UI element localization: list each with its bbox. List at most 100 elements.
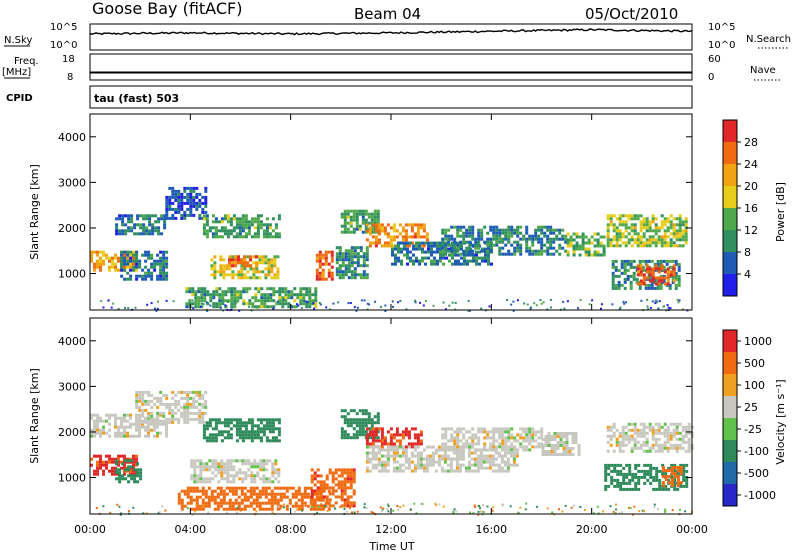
heatmap-cell bbox=[654, 226, 658, 230]
colorbar-tick-label: 16 bbox=[744, 202, 758, 215]
colorbar-tick-label: -25 bbox=[744, 423, 762, 436]
heatmap-cell bbox=[147, 420, 151, 424]
heatmap-cell bbox=[294, 510, 297, 513]
heatmap-cell bbox=[609, 238, 613, 242]
heatmap-cell bbox=[201, 501, 205, 505]
heatmap-cell bbox=[543, 234, 547, 238]
heatmap-cell bbox=[510, 231, 514, 235]
heatmap-cell bbox=[389, 445, 393, 449]
heatmap-cell bbox=[377, 232, 381, 236]
heatmap-cell bbox=[343, 218, 347, 222]
heatmap-cell bbox=[435, 504, 438, 507]
heatmap-cell bbox=[343, 212, 347, 216]
heatmap-cell bbox=[177, 492, 181, 496]
noise-panel-frame bbox=[89, 23, 693, 51]
heatmap-cell bbox=[326, 510, 329, 512]
heatmap-cell bbox=[377, 226, 381, 230]
heatmap-cell bbox=[610, 463, 614, 467]
heatmap-cell bbox=[628, 469, 632, 473]
heatmap-cell bbox=[214, 421, 218, 425]
heatmap-cell bbox=[229, 217, 233, 221]
heatmap-cell bbox=[127, 510, 130, 512]
freq-panel-frame bbox=[89, 53, 693, 81]
heatmap-cell bbox=[266, 287, 270, 291]
colorbar-swatch bbox=[723, 352, 737, 374]
heatmap-cell bbox=[303, 489, 307, 493]
heatmap-cell bbox=[174, 216, 178, 220]
heatmap-cell bbox=[315, 274, 319, 278]
heatmap-cell bbox=[373, 415, 377, 419]
heatmap-cell bbox=[397, 301, 400, 304]
heatmap-cell bbox=[673, 463, 677, 467]
heatmap-cell bbox=[261, 255, 265, 259]
heatmap-cell bbox=[368, 232, 372, 236]
heatmap-cell bbox=[498, 442, 502, 446]
heatmap-cell bbox=[339, 506, 342, 508]
heatmap-cell bbox=[365, 442, 369, 446]
heatmap-cell bbox=[261, 270, 265, 274]
heatmap-cell bbox=[238, 223, 242, 227]
heatmap-cell bbox=[129, 457, 132, 461]
heatmap-cell bbox=[651, 235, 655, 239]
heatmap-cell bbox=[443, 469, 447, 473]
heatmap-cell bbox=[324, 256, 328, 260]
heatmap-cell bbox=[534, 234, 538, 238]
heatmap-cell bbox=[358, 427, 362, 431]
heatmap-cell bbox=[655, 469, 659, 473]
heatmap-cell bbox=[537, 436, 541, 440]
heatmap-cell bbox=[108, 268, 111, 272]
heatmap-cell bbox=[321, 253, 325, 257]
heatmap-cell bbox=[262, 474, 266, 478]
heatmap-cell bbox=[362, 258, 366, 262]
heatmap-cell bbox=[127, 480, 131, 484]
heatmap-cell bbox=[290, 296, 294, 300]
x-tick-label: 08:00 bbox=[275, 523, 307, 536]
heatmap-cell bbox=[556, 441, 560, 444]
heatmap-cell bbox=[553, 453, 557, 456]
heatmap-cell bbox=[544, 444, 548, 447]
heatmap-cell bbox=[322, 495, 326, 499]
heatmap-cell bbox=[200, 290, 204, 294]
heatmap-cell bbox=[276, 270, 280, 274]
heatmap-cell bbox=[624, 229, 628, 233]
heatmap-cell bbox=[371, 439, 375, 443]
heatmap-cell bbox=[246, 264, 249, 268]
heatmap-cell bbox=[619, 306, 622, 309]
heatmap-cell bbox=[177, 498, 181, 502]
heatmap-cell bbox=[587, 238, 591, 242]
heatmap-cell bbox=[217, 471, 221, 475]
heatmap-cell bbox=[262, 430, 266, 434]
heatmap-cell bbox=[164, 509, 167, 512]
heatmap-cell bbox=[628, 481, 632, 485]
heatmap-cell bbox=[253, 436, 257, 440]
heatmap-cell bbox=[392, 442, 396, 446]
heatmap-cell bbox=[659, 283, 663, 287]
heatmap-cell bbox=[649, 466, 653, 470]
heatmap-cell bbox=[183, 201, 187, 205]
heatmap-cell bbox=[434, 451, 438, 455]
heatmap-cell bbox=[250, 480, 254, 484]
heatmap-cell bbox=[120, 250, 124, 254]
heatmap-cell bbox=[202, 427, 206, 431]
heatmap-cell bbox=[193, 465, 197, 469]
heatmap-cell bbox=[340, 495, 344, 499]
heatmap-cell bbox=[244, 217, 248, 221]
heatmap-cell bbox=[666, 217, 670, 221]
heatmap-cell bbox=[684, 220, 688, 224]
heatmap-cell bbox=[377, 469, 381, 473]
heatmap-cell bbox=[555, 234, 559, 238]
heatmap-cell bbox=[256, 433, 260, 437]
heatmap-cell bbox=[655, 478, 659, 482]
heatmap-cell bbox=[355, 418, 359, 422]
heatmap-cell bbox=[303, 501, 307, 505]
heatmap-cell bbox=[129, 416, 132, 420]
heatmap-cell bbox=[171, 402, 175, 406]
heatmap-cell bbox=[193, 459, 197, 463]
heatmap-cell bbox=[177, 192, 181, 196]
heatmap-cell bbox=[510, 442, 514, 446]
heatmap-cell bbox=[578, 253, 582, 257]
heatmap-cell bbox=[236, 290, 240, 294]
heatmap-cell bbox=[561, 228, 565, 232]
heatmap-cell bbox=[90, 250, 93, 254]
heatmap-cell bbox=[410, 229, 414, 233]
